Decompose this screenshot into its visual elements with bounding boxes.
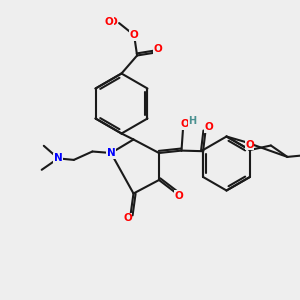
- Text: N: N: [54, 153, 63, 164]
- Text: O: O: [123, 213, 132, 223]
- Text: O: O: [245, 140, 254, 150]
- Text: N: N: [106, 148, 116, 158]
- Text: O: O: [180, 119, 189, 130]
- Text: O: O: [130, 30, 139, 40]
- Text: O: O: [204, 122, 213, 132]
- Text: O: O: [154, 44, 163, 54]
- Text: O: O: [109, 16, 118, 27]
- Text: H: H: [188, 116, 197, 127]
- Text: O: O: [105, 16, 114, 27]
- Text: O: O: [175, 190, 184, 201]
